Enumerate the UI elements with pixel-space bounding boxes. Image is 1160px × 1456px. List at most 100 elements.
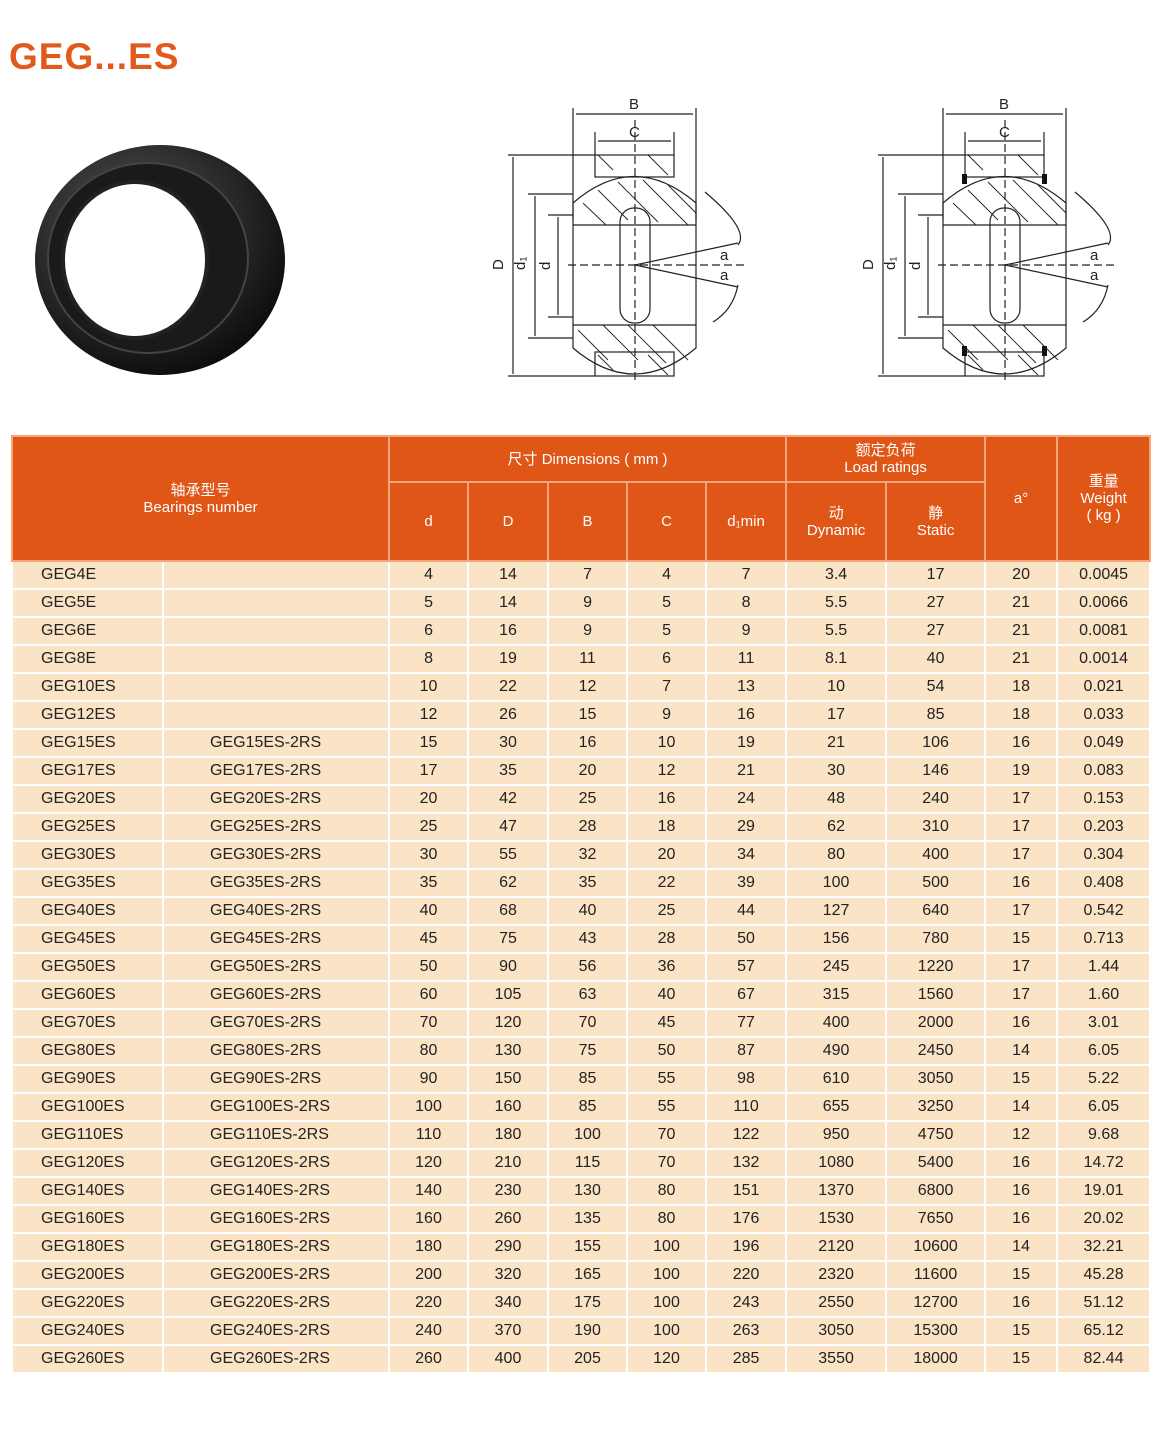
cell-angle: 16 xyxy=(984,868,1059,898)
cell-weight: 32.21 xyxy=(1056,1232,1152,1262)
table-row: GEG200ES GEG200ES-2RS 200 320 165 100 220 2320 1… xyxy=(11,1260,1152,1290)
cell-B: 56 xyxy=(547,952,629,982)
cell-angle: 16 xyxy=(984,1008,1059,1038)
cell-d1min: 67 xyxy=(705,980,788,1010)
cell-d1min: 77 xyxy=(705,1008,788,1038)
cell-model: GEG260ES xyxy=(11,1344,164,1374)
label-d: d xyxy=(907,262,924,270)
table-row: GEG12ES 12 26 15 9 16 17 85 18 0.033 xyxy=(11,700,1152,730)
cell-C: 120 xyxy=(626,1344,708,1374)
header-text: 重量 xyxy=(1088,473,1119,490)
cell-static-load: 85 xyxy=(885,700,987,730)
cell-static-load: 146 xyxy=(885,756,987,786)
cell-sealed-model: GEG100ES-2RS xyxy=(161,1092,391,1122)
label-a: a xyxy=(720,247,729,264)
cell-static-load: 2450 xyxy=(885,1036,987,1066)
cell-B: 175 xyxy=(547,1288,629,1318)
cell-B: 115 xyxy=(547,1148,629,1178)
cell-weight: 0.021 xyxy=(1056,672,1152,702)
table-row: GEG15ES GEG15ES-2RS 15 30 16 10 19 21 106 16 0.049 xyxy=(11,728,1152,758)
cell-weight: 1.60 xyxy=(1056,980,1152,1010)
cell-sealed-model: GEG90ES-2RS xyxy=(161,1064,391,1094)
cell-static-load: 12700 xyxy=(885,1288,987,1318)
cell-C: 50 xyxy=(626,1036,708,1066)
cell-static-load: 27 xyxy=(885,616,987,646)
cell-dynamic-load: 5.5 xyxy=(785,616,888,646)
cell-d1min: 151 xyxy=(705,1176,788,1206)
cell-C: 45 xyxy=(626,1008,708,1038)
cell-d: 35 xyxy=(388,868,470,898)
cell-B: 20 xyxy=(547,756,629,786)
cell-d: 12 xyxy=(388,700,470,730)
cell-dynamic-load: 315 xyxy=(785,980,888,1010)
cell-static-load: 11600 xyxy=(885,1260,987,1290)
cell-dynamic-load: 62 xyxy=(785,812,888,842)
cell-dynamic-load: 2550 xyxy=(785,1288,888,1318)
cell-dynamic-load: 17 xyxy=(785,700,888,730)
cell-model: GEG60ES xyxy=(11,980,164,1010)
cell-model: GEG120ES xyxy=(11,1148,164,1178)
cell-C: 28 xyxy=(626,924,708,954)
cell-B: 35 xyxy=(547,868,629,898)
cell-D: 16 xyxy=(467,616,550,646)
cell-static-load: 40 xyxy=(885,644,987,674)
cell-d1min: 9 xyxy=(705,616,788,646)
label-D: D xyxy=(860,259,877,270)
cell-C: 40 xyxy=(626,980,708,1010)
cell-sealed-model: GEG200ES-2RS xyxy=(161,1260,391,1290)
cell-angle: 21 xyxy=(984,644,1059,674)
cell-weight: 0.0081 xyxy=(1056,616,1152,646)
cell-angle: 15 xyxy=(984,1064,1059,1094)
cell-D: 210 xyxy=(467,1148,550,1178)
cell-angle: 17 xyxy=(984,812,1059,842)
cell-C: 36 xyxy=(626,952,708,982)
cell-D: 42 xyxy=(467,784,550,814)
cell-D: 160 xyxy=(467,1092,550,1122)
cell-D: 400 xyxy=(467,1344,550,1374)
cell-weight: 0.0066 xyxy=(1056,588,1152,618)
label-a: a xyxy=(1090,247,1099,264)
cell-angle: 16 xyxy=(984,728,1059,758)
cell-dynamic-load: 1080 xyxy=(785,1148,888,1178)
cell-B: 205 xyxy=(547,1344,629,1374)
cell-sealed-model: GEG20ES-2RS xyxy=(161,784,391,814)
cell-dynamic-load: 2320 xyxy=(785,1260,888,1290)
cell-D: 62 xyxy=(467,868,550,898)
cell-C: 5 xyxy=(626,588,708,618)
cell-d1min: 285 xyxy=(705,1344,788,1374)
page-title: GEG...ES xyxy=(9,36,180,77)
header-B: B xyxy=(547,481,629,562)
header-load-ratings: 额定负荷 Load ratings xyxy=(785,435,987,483)
cell-D: 55 xyxy=(467,840,550,870)
header-angle: a° xyxy=(984,435,1059,562)
table-row: GEG17ES GEG17ES-2RS 17 35 20 12 21 30 146 19 0.083 xyxy=(11,756,1152,786)
cell-static-load: 1560 xyxy=(885,980,987,1010)
cell-static-load: 310 xyxy=(885,812,987,842)
cell-D: 14 xyxy=(467,560,550,590)
header-dimensions: 尺寸 Dimensions ( mm ) xyxy=(388,435,788,483)
cell-C: 5 xyxy=(626,616,708,646)
cell-sealed-model: GEG220ES-2RS xyxy=(161,1288,391,1318)
cell-dynamic-load: 3550 xyxy=(785,1344,888,1374)
cell-d1min: 24 xyxy=(705,784,788,814)
cell-C: 9 xyxy=(626,700,708,730)
cell-weight: 0.542 xyxy=(1056,896,1152,926)
cell-model: GEG100ES xyxy=(11,1092,164,1122)
cell-d: 17 xyxy=(388,756,470,786)
cell-model: GEG50ES xyxy=(11,952,164,982)
cell-d1min: 98 xyxy=(705,1064,788,1094)
cell-d: 30 xyxy=(388,840,470,870)
header-text: 静 xyxy=(928,504,944,522)
cell-B: 190 xyxy=(547,1316,629,1346)
label-C: C xyxy=(999,124,1010,141)
cell-C: 70 xyxy=(626,1148,708,1178)
cell-sealed-model: GEG17ES-2RS xyxy=(161,756,391,786)
cell-d: 50 xyxy=(388,952,470,982)
cell-weight: 0.033 xyxy=(1056,700,1152,730)
cell-sealed-model: GEG35ES-2RS xyxy=(161,868,391,898)
cell-sealed-model xyxy=(161,672,391,702)
table-row: GEG30ES GEG30ES-2RS 30 55 32 20 34 80 400 17 0.304 xyxy=(11,840,1152,870)
header-text: Bearings number xyxy=(143,498,258,516)
cell-weight: 0.203 xyxy=(1056,812,1152,842)
cell-dynamic-load: 950 xyxy=(785,1120,888,1150)
